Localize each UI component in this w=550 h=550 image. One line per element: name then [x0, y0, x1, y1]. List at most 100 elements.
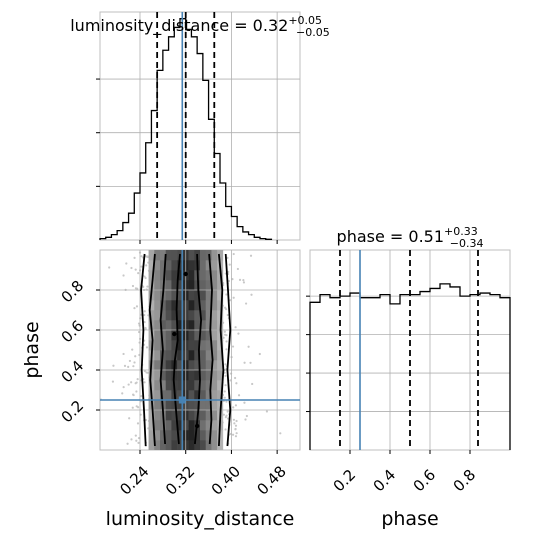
- density-point: [134, 355, 137, 358]
- density-cell: [205, 350, 212, 361]
- density-cell: [171, 420, 178, 431]
- density-point: [108, 266, 111, 269]
- density-cell: [211, 260, 218, 271]
- density-cell: [165, 290, 172, 301]
- density-cell: [171, 410, 178, 421]
- density-point: [143, 310, 146, 313]
- density-cell: [194, 440, 201, 450]
- density-cell: [177, 380, 184, 391]
- density-point: [225, 400, 228, 403]
- density-cell: [194, 290, 201, 301]
- density-point: [244, 418, 247, 421]
- density-cell: [194, 430, 201, 441]
- hist2-xtick-label: 0.2: [330, 466, 360, 496]
- density-cell: [217, 440, 224, 450]
- density-cell: [154, 420, 161, 431]
- density-cell: [211, 370, 218, 381]
- density-cell: [200, 270, 207, 281]
- density-cell: [177, 430, 184, 441]
- density-point: [226, 313, 229, 317]
- density-point: [143, 369, 146, 373]
- density-point: [146, 371, 149, 374]
- density-cell: [211, 440, 218, 450]
- density-point: [245, 414, 248, 418]
- density-point: [100, 428, 101, 431]
- density-cell: [148, 440, 155, 450]
- density-cell: [205, 320, 212, 331]
- density-point: [134, 382, 137, 385]
- density-cell: [217, 380, 224, 391]
- density-cell: [188, 420, 195, 431]
- density-point: [223, 390, 226, 393]
- density-cell: [171, 430, 178, 441]
- hist2-title-main: phase = 0.51: [337, 227, 444, 246]
- density-cell: [171, 340, 178, 351]
- density-cell: [160, 380, 167, 391]
- density-cell: [205, 300, 212, 311]
- density-cell: [200, 280, 207, 291]
- density-cell: [205, 270, 212, 281]
- density-cell: [217, 340, 224, 351]
- density-cell: [171, 440, 178, 450]
- hist1-grid: [100, 12, 300, 240]
- density-xticks: 0.24 0.32 0.40 0.48: [116, 450, 290, 499]
- density-point: [223, 396, 226, 399]
- density-cell: [200, 320, 207, 331]
- hist1-title-sub: −0.05: [296, 26, 330, 39]
- density-point: [137, 436, 141, 440]
- density-point: [135, 305, 139, 308]
- density-cell: [188, 290, 195, 301]
- density-peak-dot: [183, 271, 188, 277]
- density-cell: [200, 250, 207, 261]
- density-cell: [177, 340, 184, 351]
- density-point: [145, 346, 149, 349]
- density-point: [130, 438, 133, 441]
- density-cell: [217, 350, 224, 361]
- density-cell: [165, 340, 172, 351]
- density-point: [134, 434, 137, 437]
- density-cell: [200, 300, 207, 311]
- density-cell: [211, 400, 218, 411]
- density-point: [243, 401, 246, 404]
- density-cell: [165, 350, 172, 361]
- density-cell: [188, 350, 195, 361]
- density-cell: [165, 410, 172, 421]
- density-cell: [188, 300, 195, 311]
- density-cell: [154, 340, 161, 351]
- density-cell: [177, 440, 184, 450]
- density-cell: [205, 410, 212, 421]
- density-cell: [205, 330, 212, 341]
- density-ytick-label: 0.8: [58, 277, 88, 307]
- density-point: [143, 321, 146, 324]
- density-cell: [194, 380, 201, 391]
- hist2-xtick-label: 0.8: [450, 466, 480, 496]
- density-point: [133, 361, 136, 364]
- density-cell: [160, 320, 167, 331]
- density-point: [127, 383, 130, 386]
- density-cell: [154, 360, 161, 371]
- density-cell: [200, 400, 207, 411]
- density-point: [140, 255, 143, 258]
- density-cell: [211, 420, 218, 431]
- density-cell: [188, 370, 195, 381]
- density-cell: [188, 430, 195, 441]
- density-cell: [188, 310, 195, 321]
- density-point: [137, 441, 140, 444]
- density-cell: [165, 320, 172, 331]
- density-point: [234, 404, 238, 407]
- density-cell: [165, 390, 172, 401]
- density-point: [223, 330, 226, 333]
- density-peak-dot: [194, 423, 200, 429]
- density-cell: [217, 360, 224, 371]
- density-cell: [160, 330, 167, 341]
- density-contour-left: [159, 253, 167, 445]
- density-cell: [205, 260, 212, 271]
- panel-2d-density: 0.24 0.32 0.40 0.48 0.2 0.4 0.6 0.8: [58, 249, 301, 499]
- density-point: [226, 417, 230, 420]
- density-cell: [194, 360, 201, 371]
- density-cell: [165, 380, 172, 391]
- density-cell: [165, 400, 172, 411]
- density-cell: [177, 310, 184, 321]
- density-cell: [188, 380, 195, 391]
- density-contour-right: [194, 253, 203, 445]
